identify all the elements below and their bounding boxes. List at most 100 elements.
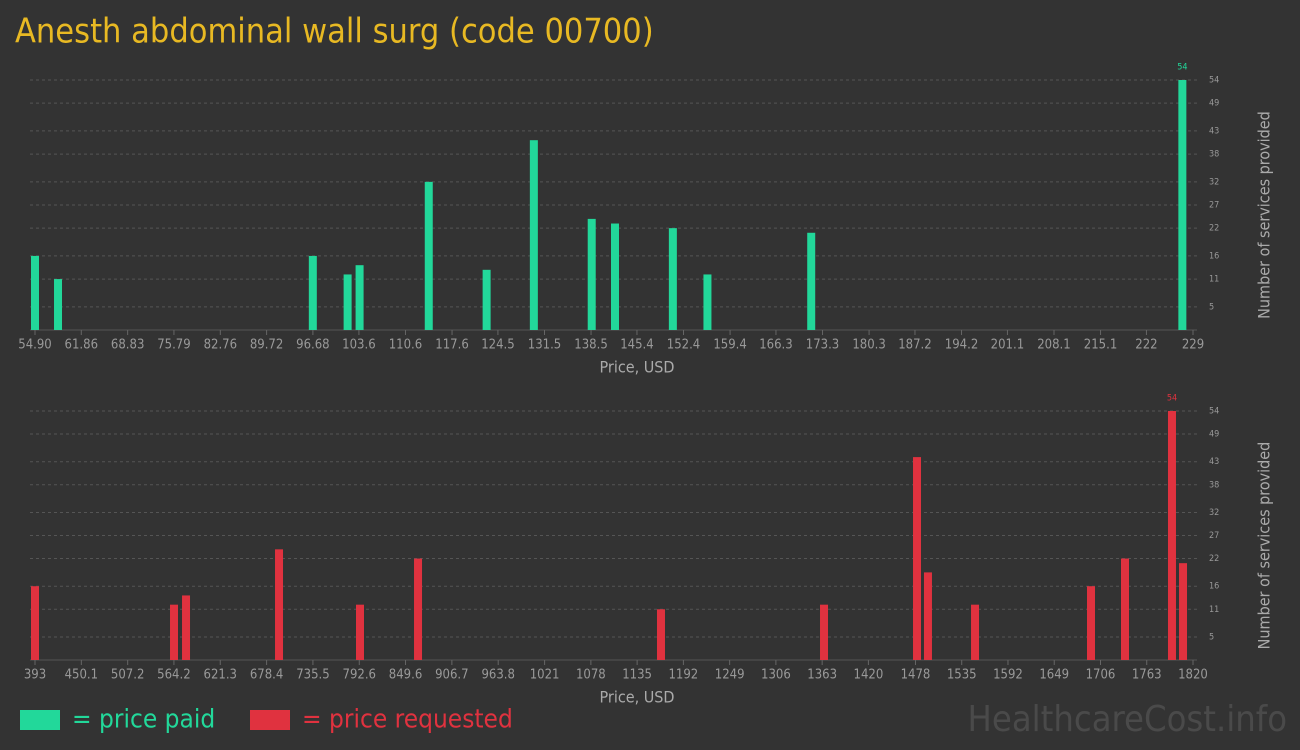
x-tick-label: 152.4 xyxy=(667,338,700,353)
bar xyxy=(482,269,491,330)
bar xyxy=(820,604,829,660)
x-tick-label: 215.1 xyxy=(1084,338,1117,353)
bar xyxy=(610,223,619,330)
x-tick-label: 1820 xyxy=(1178,668,1208,683)
x-axis-label: Price, USD xyxy=(600,358,675,377)
bar xyxy=(1167,411,1176,660)
x-tick-label: 138.5 xyxy=(574,338,607,353)
x-tick-label: 103.6 xyxy=(342,338,375,353)
y-tick-label: 16 xyxy=(1209,251,1219,261)
x-tick-label: 564.2 xyxy=(157,668,190,683)
bar xyxy=(275,549,284,660)
bar xyxy=(529,140,538,330)
bar xyxy=(587,218,596,330)
x-tick-label: 145.4 xyxy=(620,338,653,353)
bar xyxy=(1178,80,1187,330)
x-tick-label: 1478 xyxy=(901,668,931,683)
y-tick-label: 32 xyxy=(1209,508,1219,518)
bar xyxy=(31,255,39,330)
bar xyxy=(971,604,980,660)
x-axis-label: Price, USD xyxy=(600,688,675,707)
x-tick-label: 1420 xyxy=(854,668,884,683)
x-tick-label: 906.7 xyxy=(435,668,468,683)
x-tick-label: 1021 xyxy=(530,668,560,683)
x-tick-label: 61.86 xyxy=(65,338,98,353)
y-tick-label: 5 xyxy=(1209,632,1214,642)
y-tick-label: 27 xyxy=(1209,201,1219,211)
x-tick-label: 1706 xyxy=(1086,668,1116,683)
x-tick-label: 735.5 xyxy=(296,668,329,683)
y-tick-label: 5 xyxy=(1209,302,1214,312)
x-tick-label: 89.72 xyxy=(250,338,283,353)
x-tick-label: 110.6 xyxy=(389,338,422,353)
legend-swatch xyxy=(250,710,290,730)
x-tick-label: 1649 xyxy=(1039,668,1069,683)
bar xyxy=(1086,586,1095,660)
y-tick-label: 22 xyxy=(1209,554,1219,564)
y-tick-label: 54 xyxy=(1209,76,1219,86)
x-tick-label: 229 xyxy=(1182,338,1204,353)
bar xyxy=(424,181,433,330)
y-tick-label: 16 xyxy=(1209,582,1219,592)
y-tick-label: 38 xyxy=(1209,150,1219,160)
value-label: 54 xyxy=(1177,63,1187,73)
watermark: HealthcareCost.info xyxy=(968,699,1287,740)
x-tick-label: 194.2 xyxy=(945,338,978,353)
y-tick-label: 22 xyxy=(1209,224,1219,234)
x-tick-label: 124.5 xyxy=(481,338,514,353)
legend-swatch xyxy=(20,710,60,730)
bar xyxy=(308,255,317,330)
x-tick-label: 1135 xyxy=(622,668,652,683)
x-tick-label: 507.2 xyxy=(111,668,144,683)
bar xyxy=(656,609,665,660)
x-tick-label: 82.76 xyxy=(204,338,237,353)
y-axis-label: Number of services provided xyxy=(1255,442,1274,650)
y-tick-label: 49 xyxy=(1209,99,1219,109)
y-tick-label: 43 xyxy=(1209,457,1219,467)
x-tick-label: 180.3 xyxy=(852,338,885,353)
bar xyxy=(703,274,712,330)
x-tick-label: 1306 xyxy=(761,668,791,683)
x-tick-label: 208.1 xyxy=(1037,338,1070,353)
y-tick-label: 32 xyxy=(1209,177,1219,187)
y-tick-label: 54 xyxy=(1209,407,1219,417)
x-tick-label: 222 xyxy=(1135,338,1157,353)
x-tick-label: 1535 xyxy=(947,668,977,683)
y-tick-label: 38 xyxy=(1209,480,1219,490)
bar xyxy=(1179,563,1188,660)
x-tick-label: 849.6 xyxy=(389,668,422,683)
x-tick-label: 393 xyxy=(24,668,46,683)
x-tick-label: 75.79 xyxy=(157,338,190,353)
x-tick-label: 96.68 xyxy=(296,338,329,353)
bar xyxy=(355,265,364,330)
x-tick-label: 166.3 xyxy=(759,338,792,353)
legend-label: = price paid xyxy=(72,705,215,735)
y-tick-label: 11 xyxy=(1209,605,1219,615)
x-tick-label: 131.5 xyxy=(528,338,561,353)
y-tick-label: 11 xyxy=(1209,275,1219,285)
x-tick-label: 117.6 xyxy=(435,338,468,353)
bar xyxy=(923,572,932,660)
legend-label: = price requested xyxy=(302,705,513,735)
bar xyxy=(54,279,63,330)
x-tick-label: 173.3 xyxy=(806,338,839,353)
x-tick-label: 1192 xyxy=(668,668,698,683)
bar xyxy=(343,274,352,330)
y-tick-label: 49 xyxy=(1209,430,1219,440)
x-tick-label: 792.6 xyxy=(343,668,376,683)
x-tick-label: 678.4 xyxy=(250,668,283,683)
x-tick-label: 54.90 xyxy=(18,338,51,353)
bar xyxy=(414,558,423,660)
x-tick-label: 187.2 xyxy=(898,338,931,353)
x-tick-label: 201.1 xyxy=(991,338,1024,353)
value-label: 54 xyxy=(1167,394,1177,404)
x-tick-label: 1363 xyxy=(807,668,837,683)
x-tick-label: 159.4 xyxy=(713,338,746,353)
bar xyxy=(913,457,922,660)
y-tick-label: 27 xyxy=(1209,531,1219,541)
bar xyxy=(182,595,191,660)
title: Anesth abdominal wall surg (code 00700) xyxy=(15,12,654,52)
y-axis-label: Number of services provided xyxy=(1255,111,1274,319)
x-tick-label: 450.1 xyxy=(65,668,98,683)
